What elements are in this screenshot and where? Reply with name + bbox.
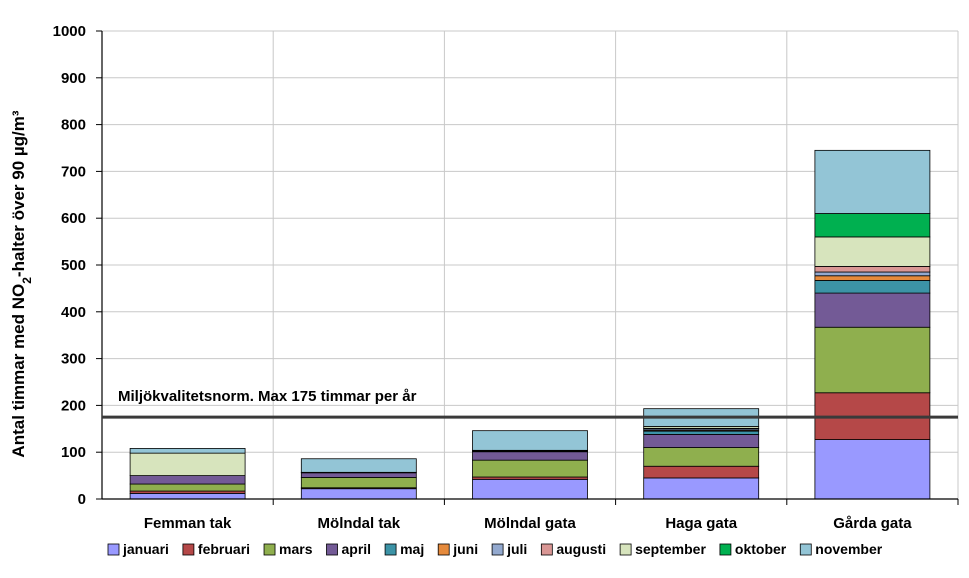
- bar-segment-januari: [300, 488, 417, 500]
- y-tick-label: 200: [61, 397, 86, 414]
- x-category-label: Mölndal tak: [318, 515, 401, 532]
- legend-swatch-augusti: [540, 543, 553, 556]
- legend-label-januari: januari: [122, 541, 169, 557]
- x-category-labels: Femman tak Mölndal tak Mölndal gata Haga ga…: [144, 515, 912, 532]
- y-tick-label: 400: [61, 304, 86, 321]
- x-category-label: Femman tak: [144, 515, 232, 532]
- bar-segment-mars: [814, 326, 931, 394]
- bar-segment-februari: [643, 465, 760, 479]
- legend-swatch-september: [619, 543, 632, 556]
- bar-segment-januari: [814, 439, 931, 500]
- legend-label-maj: maj: [400, 541, 424, 557]
- legend-swatch-oktober: [719, 543, 732, 556]
- y-tick-label: 100: [61, 444, 86, 461]
- legend-label-april: april: [342, 541, 372, 557]
- bar-segment-juni: [814, 275, 931, 281]
- bar-segment-maj: [643, 430, 760, 435]
- bar-segment-november: [472, 430, 588, 451]
- bar-segment-april: [814, 292, 931, 328]
- y-axis-label-subscript: 2: [20, 277, 34, 284]
- legend-swatch-februari: [182, 543, 195, 556]
- bar-segment-mars: [643, 447, 760, 467]
- y-axis-label-prefix: Antal timmar med NO: [9, 284, 28, 458]
- legend-swatch-juli: [491, 543, 504, 556]
- bar-segment-januari: [643, 477, 760, 500]
- legend-label-oktober: oktober: [735, 541, 787, 557]
- bar-segment-mars: [472, 459, 588, 478]
- y-tick-label: 700: [61, 163, 86, 180]
- bar-segment-september: [129, 452, 246, 476]
- legend-label-augusti: augusti: [556, 541, 606, 557]
- bar-segment-mars: [300, 477, 417, 489]
- bar-segment-april: [300, 472, 417, 478]
- bar-segment-november: [129, 448, 246, 454]
- y-axis-label: Antal timmar med NO2-halter över 90 µg/m…: [9, 110, 34, 457]
- y-tick-label: 0: [78, 491, 86, 508]
- reference-line: Miljökvalitetsnorm. Max 175 timmar per å…: [102, 388, 958, 419]
- legend-swatch-maj: [384, 543, 397, 556]
- y-tick-label: 1000: [53, 23, 86, 40]
- y-tick-label: 300: [61, 351, 86, 368]
- legend-label-juni: juni: [452, 541, 478, 557]
- bar-segment-mars: [129, 483, 246, 492]
- bar-segment-september: [814, 236, 931, 267]
- legend-swatch-mars: [263, 543, 276, 556]
- legend-swatch-april: [326, 543, 338, 556]
- x-category-label: Haga gata: [665, 515, 737, 532]
- legend-label-mars: mars: [279, 541, 313, 557]
- bar-segment-maj: [814, 280, 931, 294]
- bar-segment-april: [472, 451, 588, 461]
- bars: [129, 149, 931, 500]
- gridlines: [102, 30, 959, 499]
- y-tick-label: 500: [61, 257, 86, 274]
- legend-label-juli: juli: [506, 541, 527, 557]
- legend-swatch-juni: [437, 543, 450, 556]
- legend-label-september: september: [635, 541, 706, 557]
- y-tick-label: 900: [61, 70, 86, 87]
- reference-line-label: Miljökvalitetsnorm. Max 175 timmar per å…: [118, 388, 417, 405]
- bar-segment-juli: [814, 271, 931, 277]
- x-category-label: Gårda gata: [833, 515, 912, 532]
- bar-segment-augusti: [814, 266, 931, 273]
- legend-label-februari: februari: [198, 541, 250, 557]
- bar-segment-april: [643, 434, 760, 448]
- legend-label-november: november: [815, 541, 882, 557]
- bar-segment-november: [300, 458, 417, 473]
- axes: [96, 30, 959, 505]
- bar-segment-november: [814, 149, 931, 214]
- x-category-label: Mölndal gata: [484, 515, 576, 532]
- y-axis-label-suffix: -halter över 90 µg/m³: [9, 110, 28, 277]
- legend-swatch-januari: [107, 543, 120, 556]
- y-tick-label: 600: [61, 210, 86, 227]
- legend-swatch-november: [799, 543, 812, 556]
- bar-segment-oktober: [814, 213, 931, 238]
- legend: januari februari mars april maj juni juli augus…: [107, 541, 883, 557]
- bar-segment-april: [129, 475, 246, 485]
- bar-segment-januari: [472, 478, 588, 500]
- y-tick-label: 800: [61, 117, 86, 134]
- bar-segment-januari: [129, 492, 246, 500]
- y-tick-labels: 0 100 200 300 400 500 600 700 800 900 1000: [53, 23, 86, 508]
